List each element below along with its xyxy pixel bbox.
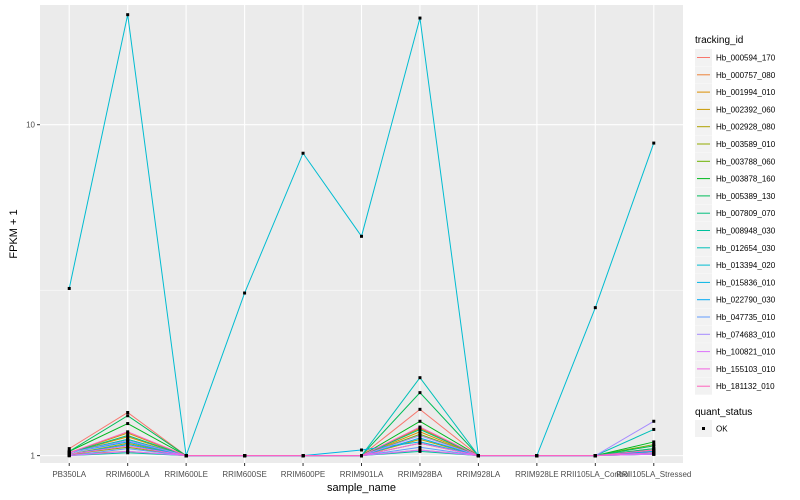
legend-label: Hb_003788_060 [716, 157, 776, 166]
data-point [67, 447, 71, 451]
y-tick-label: 1 [31, 452, 36, 461]
x-tick-label: RRIM600LE [164, 470, 208, 479]
x-tick-label: RRIM928LA [457, 470, 501, 479]
legend-label: Hb_100821_010 [716, 348, 776, 357]
data-point [301, 454, 305, 458]
data-point [593, 306, 597, 310]
x-tick-label: RRIM600LA [106, 470, 150, 479]
y-axis: 1 10 [26, 121, 40, 461]
legend-label: Hb_003878_160 [716, 175, 776, 184]
grid [40, 5, 683, 463]
data-point [360, 234, 363, 238]
data-point [126, 422, 130, 426]
legend-label: Hb_015836_010 [716, 278, 776, 287]
x-axis: PB350LA RRIM600LA RRIM600LE RRIM600SE RRIM60… [52, 463, 691, 479]
legend-label: Hb_008948_030 [716, 227, 776, 236]
data-point [126, 449, 130, 453]
data-point [67, 451, 71, 455]
data-point [418, 441, 422, 445]
x-tick-label: RRIM600SE [222, 470, 266, 479]
data-point [184, 454, 188, 458]
x-tick-label: RRII105LA_Control [561, 470, 631, 479]
data-point [652, 451, 656, 455]
data-point [360, 448, 363, 452]
x-tick-label: RRIM928LE [515, 470, 559, 479]
legend-label: Hb_005389_130 [716, 192, 776, 201]
data-point [652, 141, 656, 145]
data-point [126, 434, 130, 438]
shape-legend-marker [702, 427, 705, 430]
data-point [126, 414, 130, 418]
legend-label: Hb_002392_060 [716, 105, 776, 114]
legend-label: Hb_001994_010 [716, 88, 776, 97]
data-point [418, 407, 422, 411]
data-point [652, 440, 656, 444]
y-tick-label: 10 [26, 121, 35, 130]
data-point [360, 454, 363, 458]
legend: tracking_id Hb_000594_170 Hb_000757_080 Hb… [695, 35, 776, 395]
legend-label: Hb_155103_010 [716, 365, 776, 374]
series-points [67, 13, 656, 458]
data-point [126, 13, 130, 17]
data-point [126, 444, 130, 448]
data-point [418, 430, 422, 434]
shape-legend: quant_status OK [695, 407, 752, 437]
data-point [418, 445, 422, 449]
legend-label: Hb_074683_010 [716, 330, 776, 339]
x-tick-label: RRII105LA_Stressed [616, 470, 691, 479]
data-point [652, 427, 656, 431]
legend-label: Hb_047735_010 [716, 313, 776, 322]
data-point [126, 439, 130, 443]
shape-legend-label: OK [716, 425, 728, 434]
data-point [126, 411, 130, 414]
x-tick-label: RRIM600PE [281, 470, 325, 479]
data-point [418, 16, 422, 20]
data-point [126, 447, 130, 451]
legend-label: Hb_000757_080 [716, 71, 776, 80]
data-point [535, 454, 539, 458]
data-point [476, 454, 480, 458]
data-point [126, 430, 130, 434]
data-point [418, 419, 422, 423]
y-axis-title: FPKM + 1 [8, 209, 20, 258]
data-point [243, 454, 247, 458]
data-point [418, 425, 422, 429]
legend-label: Hb_003589_010 [716, 140, 776, 149]
legend-label: Hb_007809_070 [716, 209, 776, 218]
x-tick-label: RRIM901LA [340, 470, 384, 479]
data-point [652, 448, 656, 452]
legend-label: Hb_013394_020 [716, 261, 776, 270]
data-point [418, 436, 422, 440]
data-point [67, 286, 71, 290]
x-tick-label: PB350LA [52, 470, 86, 479]
legend-label: Hb_181132_010 [716, 382, 775, 391]
data-point [593, 454, 597, 458]
shape-legend-title: quant_status [695, 407, 752, 418]
data-point [243, 291, 247, 295]
data-point [418, 427, 422, 431]
legend-label: Hb_000594_170 [716, 54, 776, 63]
legend-title: tracking_id [695, 35, 743, 46]
legend-label: Hb_012654_030 [716, 244, 776, 253]
x-axis-title: sample_name [327, 482, 396, 494]
data-point [418, 434, 422, 438]
data-point [652, 444, 656, 448]
data-point [301, 151, 305, 155]
data-point [418, 391, 422, 395]
data-point [652, 419, 656, 423]
data-point [418, 376, 422, 380]
x-tick-label: RRIM928BA [398, 470, 443, 479]
legend-label: Hb_022790_030 [716, 296, 776, 305]
data-point [418, 448, 422, 452]
legend-label: Hb_002928_080 [716, 123, 776, 132]
